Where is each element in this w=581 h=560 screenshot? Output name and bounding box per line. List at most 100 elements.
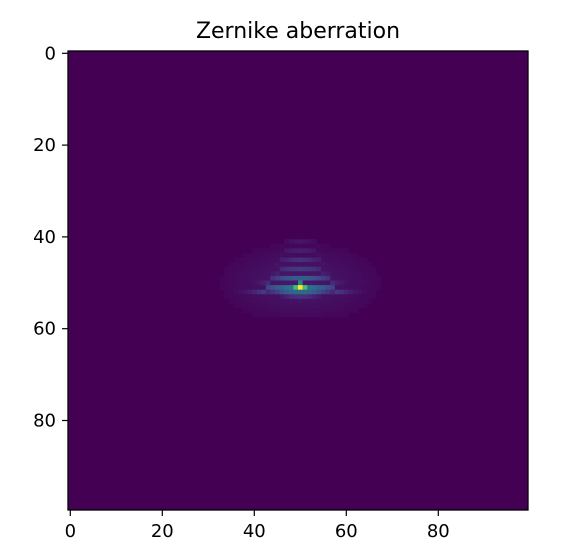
heatmap-cell: [348, 257, 354, 263]
heatmap-cell: [339, 252, 345, 258]
heatmap-cell: [302, 289, 308, 295]
heatmap-cell: [265, 289, 271, 295]
heatmap-cell: [316, 312, 322, 318]
heatmap-cell: [371, 275, 377, 281]
x-tick-label: 60: [335, 521, 358, 542]
heatmap-cell: [330, 280, 336, 286]
heatmap-cell: [279, 257, 285, 263]
x-tick-label: 40: [243, 521, 266, 542]
heatmap-cell: [288, 303, 294, 309]
heatmap-cell: [270, 248, 276, 254]
heatmap-cell: [265, 294, 271, 300]
heatmap-cell: [284, 252, 290, 258]
heatmap-cell: [242, 262, 248, 268]
heatmap-cell: [348, 294, 354, 300]
y-tick-label: 80: [33, 410, 56, 431]
heatmap-cell: [293, 262, 299, 268]
heatmap-cell: [298, 271, 303, 277]
heatmap-cell: [238, 285, 244, 290]
heatmap-cell: [298, 262, 303, 268]
heatmap-cell: [284, 248, 290, 254]
heatmap-cell: [316, 280, 322, 286]
heatmap-cell: [330, 294, 336, 300]
heatmap-cell: [247, 298, 253, 304]
heatmap-cell: [219, 275, 225, 281]
heatmap-cell: [275, 308, 280, 313]
heatmap-cell: [316, 248, 322, 254]
heatmap-cell: [261, 266, 267, 272]
heatmap-cell: [229, 289, 234, 295]
heatmap-cell: [284, 262, 290, 268]
heatmap-cell: [339, 289, 345, 295]
heatmap-cell: [339, 294, 345, 300]
heatmap-cell: [344, 280, 349, 286]
heatmap-cell: [247, 266, 253, 272]
heatmap-cell: [224, 275, 230, 281]
heatmap-cell: [293, 275, 299, 281]
heatmap-cell: [265, 312, 271, 318]
y-tick-label: 0: [45, 43, 56, 64]
heatmap-cell: [362, 275, 368, 281]
heatmap-cell: [339, 248, 345, 254]
heatmap-cell: [252, 280, 257, 286]
heatmap-cell: [238, 303, 244, 309]
heatmap-cell: [270, 262, 276, 268]
heatmap-cell: [288, 298, 294, 304]
heatmap-cell: [307, 298, 313, 304]
heatmap-cell: [293, 285, 299, 290]
heatmap-cell: [265, 252, 271, 258]
heatmap-cell: [229, 275, 234, 281]
heatmap-cell: [353, 294, 359, 300]
heatmap-cell: [321, 252, 326, 258]
heatmap-cell: [256, 252, 262, 258]
heatmap-cell: [298, 312, 303, 318]
heatmap-cell: [261, 298, 267, 304]
heatmap-cell: [229, 262, 234, 268]
heatmap-cell: [261, 262, 267, 268]
heatmap-cell: [357, 266, 363, 272]
heatmap-cell: [261, 271, 267, 277]
heatmap-cell: [307, 303, 313, 309]
heatmap-cell: [242, 294, 248, 300]
heatmap-cell: [256, 266, 262, 272]
heatmap-cell: [288, 266, 294, 272]
heatmap-cell: [321, 285, 326, 290]
heatmap-cell: [311, 271, 317, 277]
heatmap-cell: [321, 257, 326, 263]
heatmap-cell: [275, 271, 280, 277]
heatmap-cell: [344, 294, 349, 300]
heatmap-cell: [357, 289, 363, 295]
heatmap-cell: [279, 294, 285, 300]
heatmap-cell: [339, 271, 345, 277]
heatmap-cell: [270, 280, 276, 286]
heatmap-cell: [330, 262, 336, 268]
heatmap-cell: [321, 280, 326, 286]
heatmap-cell: [330, 285, 336, 290]
heatmap-cell: [238, 298, 244, 304]
heatmap-cell: [371, 280, 377, 286]
heatmap-cell: [238, 280, 244, 286]
heatmap-cell: [376, 285, 382, 290]
heatmap-cell: [316, 285, 322, 290]
heatmap-cell: [238, 262, 244, 268]
heatmap-cell: [265, 275, 271, 281]
heatmap-cell: [321, 266, 326, 272]
heatmap-cell: [279, 266, 285, 272]
heatmap-cell: [367, 294, 372, 300]
heatmap-cell: [261, 275, 267, 281]
heatmap-cell: [334, 257, 340, 263]
heatmap-cell: [357, 280, 363, 286]
heatmap-cell: [357, 303, 363, 309]
heatmap-cell: [353, 262, 359, 268]
heatmap-cell: [298, 252, 303, 258]
heatmap-cell: [302, 271, 308, 277]
heatmap-cell: [367, 275, 372, 281]
heatmap-cell: [293, 248, 299, 254]
heatmap-cell: [279, 289, 285, 295]
heatmap-cell: [284, 257, 290, 263]
heatmap-cell: [334, 303, 340, 309]
heatmap-cell: [279, 285, 285, 290]
heatmap-cell: [298, 243, 303, 249]
heatmap-cell: [321, 289, 326, 295]
